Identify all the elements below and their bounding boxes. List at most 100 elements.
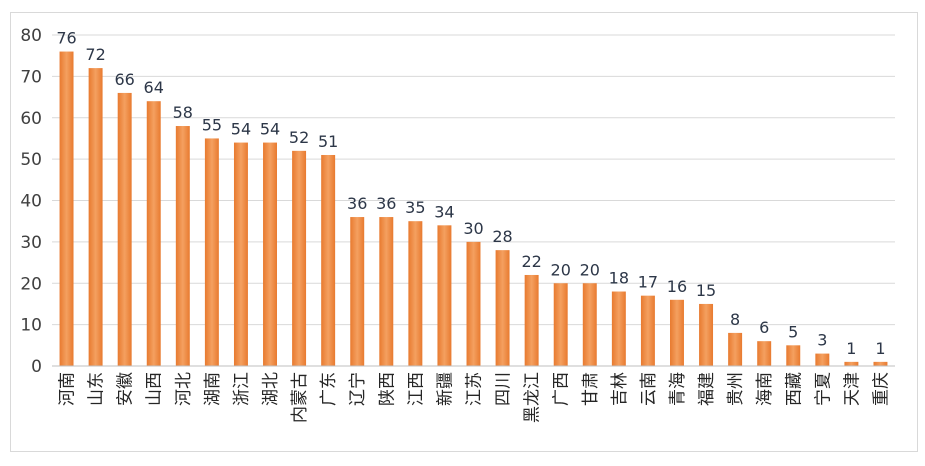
bars — [59, 51, 888, 367]
data-label: 52 — [289, 128, 309, 147]
x-tick-label: 青海 — [668, 372, 688, 406]
bar — [699, 303, 714, 366]
x-tick-label: 四川 — [494, 372, 514, 406]
x-tick-label: 贵州 — [726, 372, 746, 406]
x-tick-label: 天津 — [842, 372, 862, 406]
data-label: 5 — [788, 322, 798, 341]
y-tick-label: 40 — [20, 192, 42, 212]
data-label: 8 — [730, 310, 740, 329]
bar — [815, 353, 830, 366]
x-tick-label: 甘肃 — [581, 372, 601, 406]
y-tick-label: 0 — [31, 357, 42, 377]
bar — [873, 361, 888, 366]
bar — [786, 345, 801, 366]
bar — [204, 138, 219, 366]
chart-frame — [10, 12, 918, 452]
x-tick-label: 福建 — [697, 372, 717, 406]
x-tick-label: 江苏 — [465, 372, 485, 406]
data-label: 20 — [551, 260, 571, 279]
x-tick-label: 重庆 — [871, 372, 891, 406]
x-tick-label: 新疆 — [435, 372, 455, 406]
x-tick-label: 广西 — [552, 372, 572, 406]
bar — [88, 68, 103, 366]
y-axis: 0 10 20 30 40 50 60 70 80 — [20, 26, 42, 377]
x-tick-label: 吉林 — [610, 372, 630, 406]
x-tick-label: 河北 — [174, 372, 194, 406]
x-tick-label: 湖南 — [203, 372, 223, 406]
data-label: 51 — [318, 132, 338, 151]
x-tick-label: 内蒙古 — [290, 372, 310, 423]
data-label: 6 — [759, 318, 769, 337]
data-label: 36 — [376, 194, 396, 213]
x-tick-label: 安徽 — [116, 372, 136, 406]
x-tick-label: 浙江 — [232, 372, 252, 406]
bar — [757, 341, 772, 366]
y-tick-label: 30 — [20, 233, 42, 253]
data-label: 28 — [492, 227, 512, 246]
bar — [292, 150, 307, 366]
data-label: 20 — [580, 260, 600, 279]
x-tick-label: 云南 — [639, 372, 659, 406]
y-tick-label: 70 — [20, 67, 42, 87]
data-label: 55 — [202, 115, 222, 134]
x-tick-label: 江西 — [406, 372, 426, 406]
bar — [437, 225, 452, 366]
bar — [146, 101, 161, 366]
x-tick-label: 海南 — [755, 372, 775, 406]
data-label: 64 — [144, 78, 164, 97]
y-tick-label: 10 — [20, 316, 42, 336]
data-label: 36 — [347, 194, 367, 213]
bar — [379, 217, 394, 366]
y-tick-label: 50 — [20, 150, 42, 170]
x-tick-label: 山东 — [87, 372, 107, 406]
data-label: 76 — [56, 29, 76, 48]
x-tick-label: 广东 — [319, 372, 339, 406]
bar — [640, 295, 655, 366]
data-label: 22 — [521, 252, 541, 271]
bar — [670, 299, 684, 366]
data-label: 35 — [405, 198, 425, 217]
bar — [611, 291, 626, 366]
data-label: 18 — [609, 269, 629, 288]
data-label: 15 — [696, 281, 716, 300]
bar — [408, 221, 423, 366]
x-tick-label: 陕西 — [377, 372, 397, 406]
bar — [495, 250, 510, 366]
data-label: 16 — [667, 277, 687, 296]
bar — [263, 142, 277, 366]
x-tick-label: 河南 — [58, 372, 78, 406]
bar — [582, 283, 597, 366]
y-tick-label: 80 — [20, 26, 42, 46]
data-label: 3 — [817, 331, 827, 350]
bar — [728, 332, 743, 366]
bar — [175, 126, 190, 367]
data-label: 30 — [463, 219, 483, 238]
data-label: 54 — [260, 120, 280, 139]
data-label: 17 — [638, 273, 658, 292]
bar — [844, 361, 859, 366]
y-tick-label: 20 — [20, 274, 42, 294]
x-tick-label: 黑龙江 — [523, 372, 543, 423]
bar — [466, 241, 481, 366]
data-label: 66 — [114, 70, 134, 89]
bar — [117, 92, 132, 367]
bar — [233, 142, 248, 366]
x-tick-label: 宁夏 — [813, 372, 833, 406]
bar — [321, 154, 336, 366]
data-label: 1 — [846, 339, 856, 358]
data-label: 58 — [173, 103, 193, 122]
x-tick-label: 湖北 — [261, 372, 281, 406]
x-axis: 河南 山东 安徽 山西 河北 湖南 浙江 湖北 内蒙古 广东 辽宁 陕西 江西 新疆 江苏 四川 黑龙江 广西 甘肃… — [52, 365, 895, 423]
bar — [524, 274, 539, 366]
data-label: 1 — [875, 339, 885, 358]
x-tick-label: 西藏 — [784, 372, 804, 406]
data-label: 54 — [231, 120, 251, 139]
data-label: 34 — [434, 202, 454, 221]
x-tick-label: 辽宁 — [348, 372, 368, 406]
bar — [59, 51, 74, 367]
y-tick-label: 60 — [20, 109, 42, 129]
x-tick-label: 山西 — [145, 372, 165, 406]
